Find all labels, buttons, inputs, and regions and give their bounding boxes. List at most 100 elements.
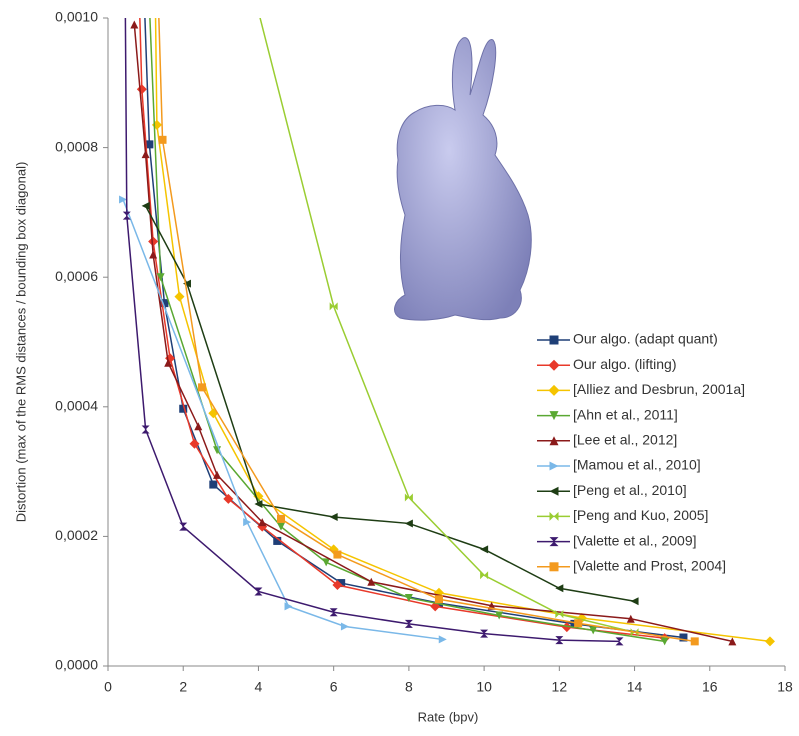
data-point bbox=[141, 201, 150, 210]
data-point bbox=[209, 480, 218, 489]
y-tick-label: 0,0002 bbox=[55, 527, 98, 543]
y-tick-label: 0,0006 bbox=[55, 268, 98, 284]
data-point bbox=[141, 425, 150, 434]
data-point bbox=[148, 236, 159, 247]
legend-label: [Ahn et al., 2011] bbox=[573, 406, 678, 422]
legend-label: [Alliez and Desbrun, 2001a] bbox=[573, 381, 745, 397]
data-point bbox=[189, 438, 200, 449]
data-point bbox=[258, 518, 267, 527]
x-tick-label: 4 bbox=[255, 679, 263, 695]
y-tick-label: 0,0008 bbox=[55, 138, 98, 154]
data-point bbox=[149, 250, 158, 259]
data-point bbox=[728, 637, 737, 646]
data-point bbox=[322, 558, 331, 567]
legend-marker bbox=[549, 486, 559, 496]
y-axis-label: Distortion (max of the RMS distances / b… bbox=[13, 162, 28, 523]
data-point bbox=[764, 636, 775, 647]
legend-label: [Peng and Kuo, 2005] bbox=[573, 507, 708, 523]
data-point bbox=[158, 135, 167, 144]
data-point bbox=[277, 522, 286, 531]
data-point bbox=[589, 626, 598, 635]
data-point bbox=[174, 291, 185, 302]
series-line bbox=[122, 199, 443, 641]
legend-marker bbox=[549, 511, 559, 521]
series-line bbox=[158, 18, 695, 643]
legend-marker bbox=[549, 411, 559, 421]
data-point bbox=[253, 491, 264, 502]
data-point bbox=[690, 637, 699, 646]
x-tick-label: 2 bbox=[179, 679, 187, 695]
data-point bbox=[156, 273, 165, 282]
legend-label: [Valette and Prost, 2004] bbox=[573, 558, 726, 574]
data-point bbox=[254, 587, 263, 596]
series-line bbox=[259, 18, 635, 634]
data-point bbox=[480, 629, 489, 638]
data-point bbox=[434, 595, 443, 604]
y-tick-label: 0,0010 bbox=[55, 9, 98, 25]
data-point bbox=[574, 619, 583, 628]
legend-marker bbox=[549, 537, 559, 547]
y-tick-label: 0,0000 bbox=[55, 657, 98, 673]
bunny-shape bbox=[394, 37, 532, 321]
data-point bbox=[404, 493, 413, 502]
legend-marker bbox=[548, 359, 560, 371]
data-point bbox=[198, 383, 207, 392]
data-point bbox=[367, 577, 376, 586]
legend-label: Our algo. (lifting) bbox=[573, 356, 676, 372]
data-point bbox=[561, 622, 572, 633]
data-point bbox=[151, 119, 162, 130]
data-point bbox=[164, 358, 173, 367]
data-point bbox=[404, 593, 413, 602]
x-tick-label: 12 bbox=[552, 679, 568, 695]
data-point bbox=[141, 150, 150, 159]
data-point bbox=[340, 622, 349, 631]
data-point bbox=[404, 519, 413, 528]
data-point bbox=[254, 8, 262, 16]
series-line bbox=[144, 205, 635, 602]
data-point bbox=[122, 211, 131, 220]
legend-label: Our algo. (adapt quant) bbox=[573, 331, 718, 347]
legend-marker bbox=[549, 562, 559, 572]
data-point bbox=[130, 20, 139, 29]
data-point bbox=[555, 610, 564, 619]
legend-marker bbox=[549, 436, 559, 446]
bunny-image bbox=[394, 37, 532, 321]
data-point bbox=[329, 512, 338, 521]
x-tick-label: 6 bbox=[330, 679, 338, 695]
data-point bbox=[284, 602, 293, 611]
data-point bbox=[194, 422, 203, 431]
data-point bbox=[404, 619, 413, 628]
data-point bbox=[333, 550, 342, 559]
data-point bbox=[626, 614, 635, 623]
series-line bbox=[124, 18, 620, 643]
data-point bbox=[136, 84, 147, 95]
legend-marker bbox=[548, 384, 560, 396]
data-point bbox=[480, 545, 489, 554]
data-point bbox=[254, 500, 263, 508]
data-point bbox=[555, 584, 564, 593]
legend-label: [Peng et al., 2010] bbox=[573, 482, 687, 498]
data-point bbox=[243, 518, 252, 527]
data-point bbox=[329, 302, 338, 311]
legend: Our algo. (adapt quant) Our algo. (liftin… bbox=[537, 331, 745, 574]
x-tick-label: 16 bbox=[702, 679, 718, 695]
plot-area bbox=[119, 8, 775, 647]
data-point bbox=[273, 536, 282, 545]
x-tick-label: 18 bbox=[777, 679, 793, 695]
legend-label: [Valette et al., 2009] bbox=[573, 532, 697, 548]
data-point bbox=[495, 611, 504, 620]
data-point bbox=[660, 637, 669, 646]
data-point bbox=[223, 493, 234, 504]
legend-marker bbox=[549, 461, 559, 471]
data-point bbox=[277, 514, 286, 523]
data-point bbox=[438, 635, 447, 644]
x-tick-label: 0 bbox=[104, 679, 112, 695]
x-tick-label: 8 bbox=[405, 679, 413, 695]
x-tick-label: 10 bbox=[476, 679, 492, 695]
data-point bbox=[329, 608, 338, 617]
legend-label: [Mamou et al., 2010] bbox=[573, 457, 701, 473]
legend-marker bbox=[549, 335, 559, 345]
data-point bbox=[182, 279, 191, 288]
legend-label: [Lee et al., 2012] bbox=[573, 432, 677, 448]
